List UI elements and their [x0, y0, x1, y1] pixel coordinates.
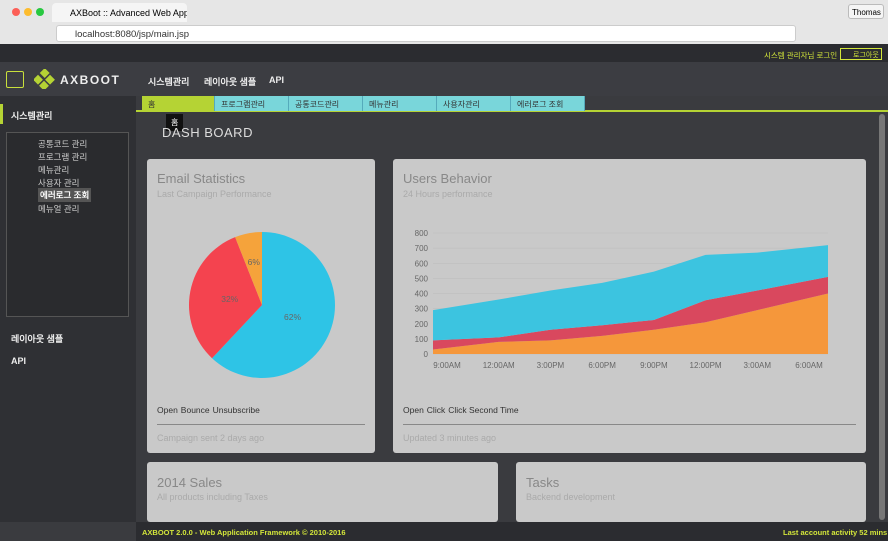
tree-item[interactable]: 에러로그 조회 [38, 188, 92, 202]
divider [157, 424, 365, 425]
tab[interactable]: 홈 [142, 96, 215, 111]
card [516, 462, 866, 522]
tab[interactable]: 프로그램관리 [215, 96, 289, 111]
logo-text: AXBOOT [60, 73, 121, 87]
card-subtitle: 24 Hours performance [403, 189, 493, 199]
tab[interactable]: 공통코드관리 [289, 96, 363, 111]
minimize[interactable] [24, 8, 32, 16]
login-info: 시스템 관리자님 로그인 [764, 51, 838, 60]
footer-left: AXBOOT 2.0.0 - Web Application Framework… [142, 528, 346, 537]
card [147, 462, 498, 522]
menu-item[interactable]: 시스템관리 [148, 77, 190, 87]
maximize[interactable] [36, 8, 44, 16]
legend-entry: Click Second Time [448, 405, 519, 415]
tree-item[interactable]: 공통코드 관리 [38, 139, 88, 149]
card-title: Email Statistics [157, 171, 246, 186]
card-subtitle: Last Campaign Performance [157, 189, 272, 199]
legend-entry: Open [403, 405, 424, 415]
top-strip [0, 44, 888, 62]
user[interactable]: Thomas [848, 4, 884, 19]
legend-entry: Bounce [180, 405, 210, 415]
menu-toggle[interactable] [6, 71, 24, 88]
card-subtitle: Backend development [526, 492, 616, 502]
logo-icon [34, 69, 55, 89]
close[interactable] [12, 8, 20, 16]
footer [136, 522, 888, 541]
sidebar-title[interactable]: 시스템관리 [11, 111, 53, 121]
tab[interactable]: 메뉴관리 [363, 96, 437, 111]
tab[interactable]: 사용자관리 [437, 96, 511, 111]
tooltip: 홈 [166, 114, 184, 131]
card-footer: Updated 3 minutes ago [403, 433, 497, 443]
legend: Open Bounce Unsubscribe [157, 405, 260, 415]
sidebar-section[interactable]: 레이아웃 샘플 [11, 334, 64, 344]
active-marker [0, 104, 3, 124]
browser-tab[interactable]: AXBoot :: Advanced Web Appli [52, 3, 187, 22]
legend: Open Click Click Second Time [403, 405, 519, 415]
header [0, 62, 888, 96]
sidebar-section[interactable]: API [11, 356, 27, 366]
card-title: Users Behavior [403, 171, 492, 186]
scrollbar[interactable] [879, 114, 885, 520]
legend-entry: Open [157, 405, 178, 415]
menu-item[interactable]: 레이아웃 샘플 [204, 77, 257, 87]
tree-item[interactable]: 메뉴얼 관리 [38, 204, 80, 214]
logout[interactable]: 로그아웃 [840, 48, 882, 60]
card-footer: Campaign sent 2 days ago [157, 433, 265, 443]
tree-box [6, 132, 129, 317]
tab[interactable]: 에러로그 조회 [511, 96, 585, 111]
tree-item[interactable]: 사용자 관리 [38, 178, 80, 188]
url-bar[interactable]: localhost:8080/jsp/main.jsp [56, 25, 796, 42]
card-subtitle: All products including Taxes [157, 492, 268, 502]
legend-entry: Unsubscribe [212, 405, 260, 415]
card-title: 2014 Sales [157, 475, 223, 490]
divider [403, 424, 856, 425]
footer-right: Last account activity 52 mins ago [783, 528, 888, 537]
tree-item[interactable]: 메뉴관리 [38, 165, 70, 175]
card-title: Tasks [526, 475, 560, 490]
tree-item[interactable]: 프로그램 관리 [38, 152, 88, 162]
tab-underline [136, 110, 888, 112]
menu-item[interactable]: API [269, 75, 285, 85]
legend-entry: Click [426, 405, 446, 415]
page-title: DASH BOARD [162, 125, 253, 140]
